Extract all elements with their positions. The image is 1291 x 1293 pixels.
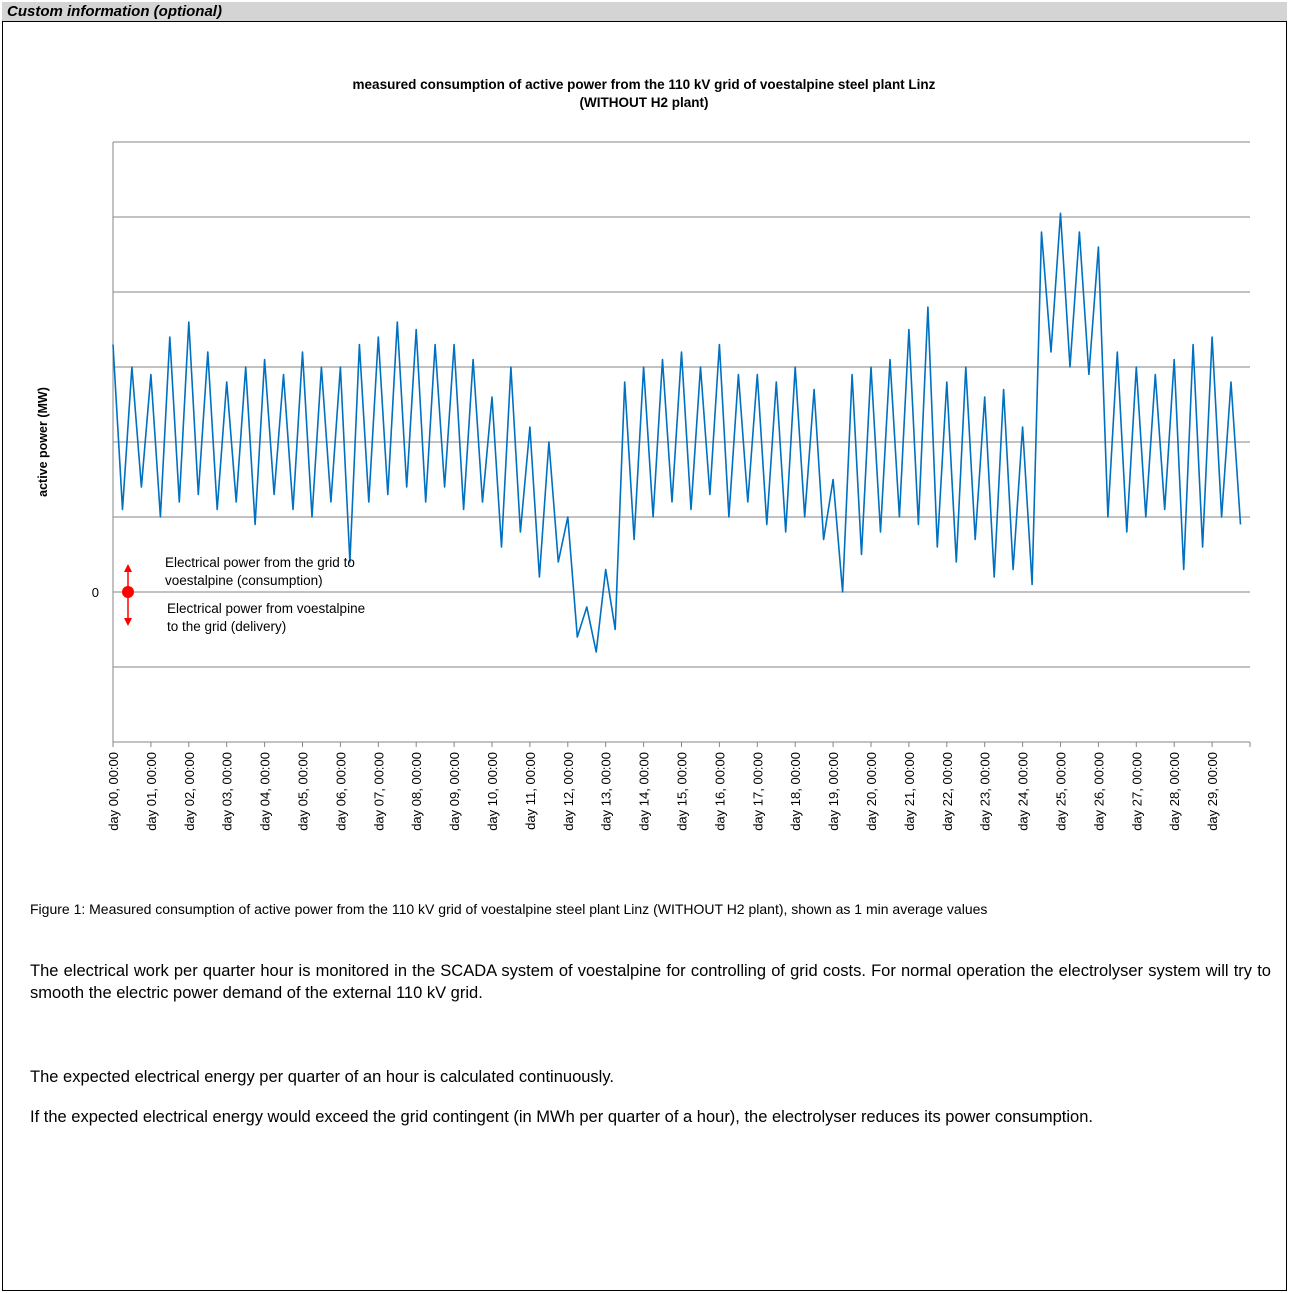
paragraph: The expected electrical energy per quart… — [30, 1068, 614, 1086]
x-tick-label: day 28, 00:00 — [1167, 752, 1182, 831]
zero-dot — [122, 586, 134, 598]
x-tick-label: day 02, 00:00 — [182, 752, 197, 831]
x-tick-label: day 05, 00:00 — [296, 752, 311, 831]
x-tick-label: day 18, 00:00 — [788, 752, 803, 831]
x-tick-label: day 20, 00:00 — [864, 752, 879, 831]
x-tick-label: day 19, 00:00 — [826, 752, 841, 831]
x-tick-label: day 27, 00:00 — [1129, 752, 1144, 831]
chart-title: measured consumption of active power fro… — [353, 77, 936, 92]
x-tick-label: day 23, 00:00 — [978, 752, 993, 831]
x-tick-label: day 16, 00:00 — [712, 752, 727, 831]
paragraph: The electrical work per quarter hour is … — [30, 962, 1271, 1002]
x-tick-label: day 14, 00:00 — [637, 752, 652, 831]
x-tick-label: day 10, 00:00 — [485, 752, 500, 831]
annotation: voestalpine (consumption) — [165, 573, 323, 588]
x-tick-label: day 08, 00:00 — [409, 752, 424, 831]
x-tick-label: day 22, 00:00 — [940, 752, 955, 831]
x-tick-label: day 25, 00:00 — [1054, 752, 1069, 831]
x-tick-label: day 00, 00:00 — [106, 752, 121, 831]
x-tick-label: day 11, 00:00 — [523, 752, 538, 830]
paragraph: If the expected electrical energy would … — [30, 1108, 1093, 1126]
data-line — [112, 212, 1242, 653]
y-tick-label: 0 — [92, 585, 99, 600]
arrow-head — [124, 564, 132, 572]
figure-caption: Figure 1: Measured consumption of active… — [30, 901, 988, 917]
x-tick-label: day 15, 00:00 — [675, 752, 690, 831]
x-tick-label: day 26, 00:00 — [1091, 752, 1106, 831]
x-tick-label: day 17, 00:00 — [750, 752, 765, 831]
x-tick-label: day 09, 00:00 — [447, 752, 462, 831]
arrow-head — [124, 618, 132, 626]
x-tick-label: day 21, 00:00 — [902, 752, 917, 831]
chart: measured consumption of active power fro… — [36, 77, 1251, 831]
annotation: Electrical power from voestalpine — [167, 601, 365, 616]
x-tick-label: day 06, 00:00 — [333, 752, 348, 831]
x-tick-label: day 03, 00:00 — [220, 752, 235, 831]
x-tick-label: day 29, 00:00 — [1205, 752, 1220, 831]
annotation: to the grid (delivery) — [167, 619, 286, 634]
x-tick-label: day 13, 00:00 — [599, 752, 614, 831]
x-tick-label: day 24, 00:00 — [1016, 752, 1031, 831]
x-tick-label: day 01, 00:00 — [144, 752, 159, 831]
x-tick-label: day 12, 00:00 — [561, 752, 576, 831]
x-tick-label: day 07, 00:00 — [371, 752, 386, 831]
chart-title: (WITHOUT H2 plant) — [580, 95, 709, 110]
annotation: Electrical power from the grid to — [165, 555, 355, 570]
y-axis-label: active power (MW) — [36, 387, 50, 497]
section-header: Custom information (optional) — [2, 2, 1287, 22]
x-tick-label: day 04, 00:00 — [258, 752, 273, 831]
